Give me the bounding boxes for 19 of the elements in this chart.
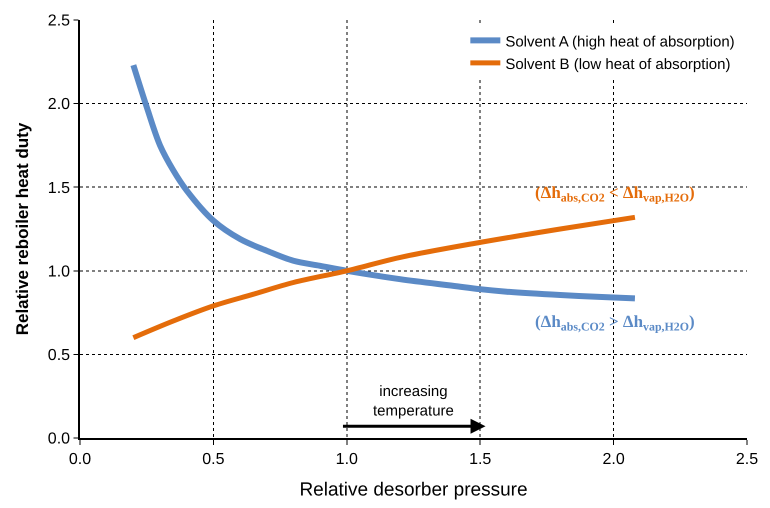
x-axis-title: Relative desorber pressure	[299, 479, 528, 500]
legend-label: Solvent B (low heat of absorption)	[505, 56, 730, 73]
annotation: (Δh$_{abs,CO2}$ > Δh$_{vap,H2O}$)	[535, 312, 695, 334]
annotation: increasing temperature	[373, 383, 454, 420]
x-tick-label: 2.0	[602, 450, 625, 468]
x-tick-label: 0.5	[202, 450, 225, 468]
legend-label: Solvent A (high heat of absorption)	[505, 33, 735, 50]
annotation: (Δh$_{abs,CO2}$ < Δh$_{vap,H2O}$)	[535, 183, 695, 205]
x-tick-label: 1.0	[336, 450, 358, 468]
y-tick-label: 0.5	[48, 347, 70, 364]
x-tick-label: 2.5	[736, 450, 758, 468]
y-tick-label: 2.0	[48, 96, 70, 114]
y-tick-label: 1.0	[48, 263, 70, 280]
x-tick-label: 1.5	[469, 450, 492, 468]
x-tick-label: 0.0	[68, 450, 92, 468]
y-axis-title: Relative reboiler heat duty	[12, 122, 32, 336]
y-tick-label: 2.5	[48, 12, 70, 30]
y-tick-label: 0.0	[48, 430, 70, 448]
y-tick-label: 1.5	[48, 180, 70, 197]
